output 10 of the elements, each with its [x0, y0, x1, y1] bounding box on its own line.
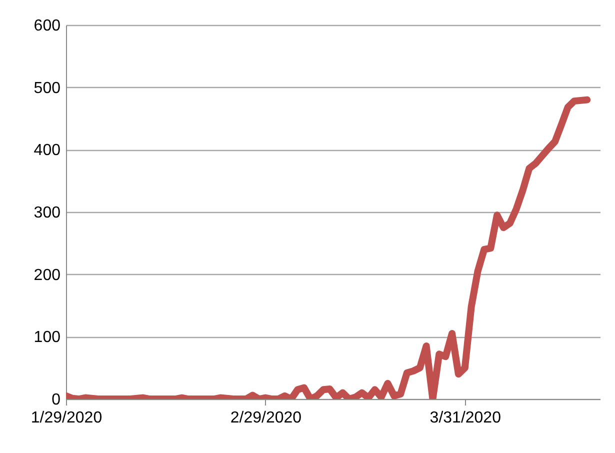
x-tick-label: 3/31/2020 — [430, 410, 502, 426]
x-tick-label: 2/29/2020 — [230, 410, 302, 426]
y-tick-label: 100 — [34, 329, 61, 346]
y-tick-label: 500 — [34, 80, 61, 97]
x-tick-label: 1/29/2020 — [30, 410, 102, 426]
y-tick-label: 300 — [34, 204, 61, 222]
y-tick-label: 600 — [34, 18, 61, 34]
y-tick-label: 400 — [34, 142, 61, 160]
y-tick-label: 0 — [52, 392, 61, 408]
y-tick-label: 200 — [34, 266, 61, 284]
